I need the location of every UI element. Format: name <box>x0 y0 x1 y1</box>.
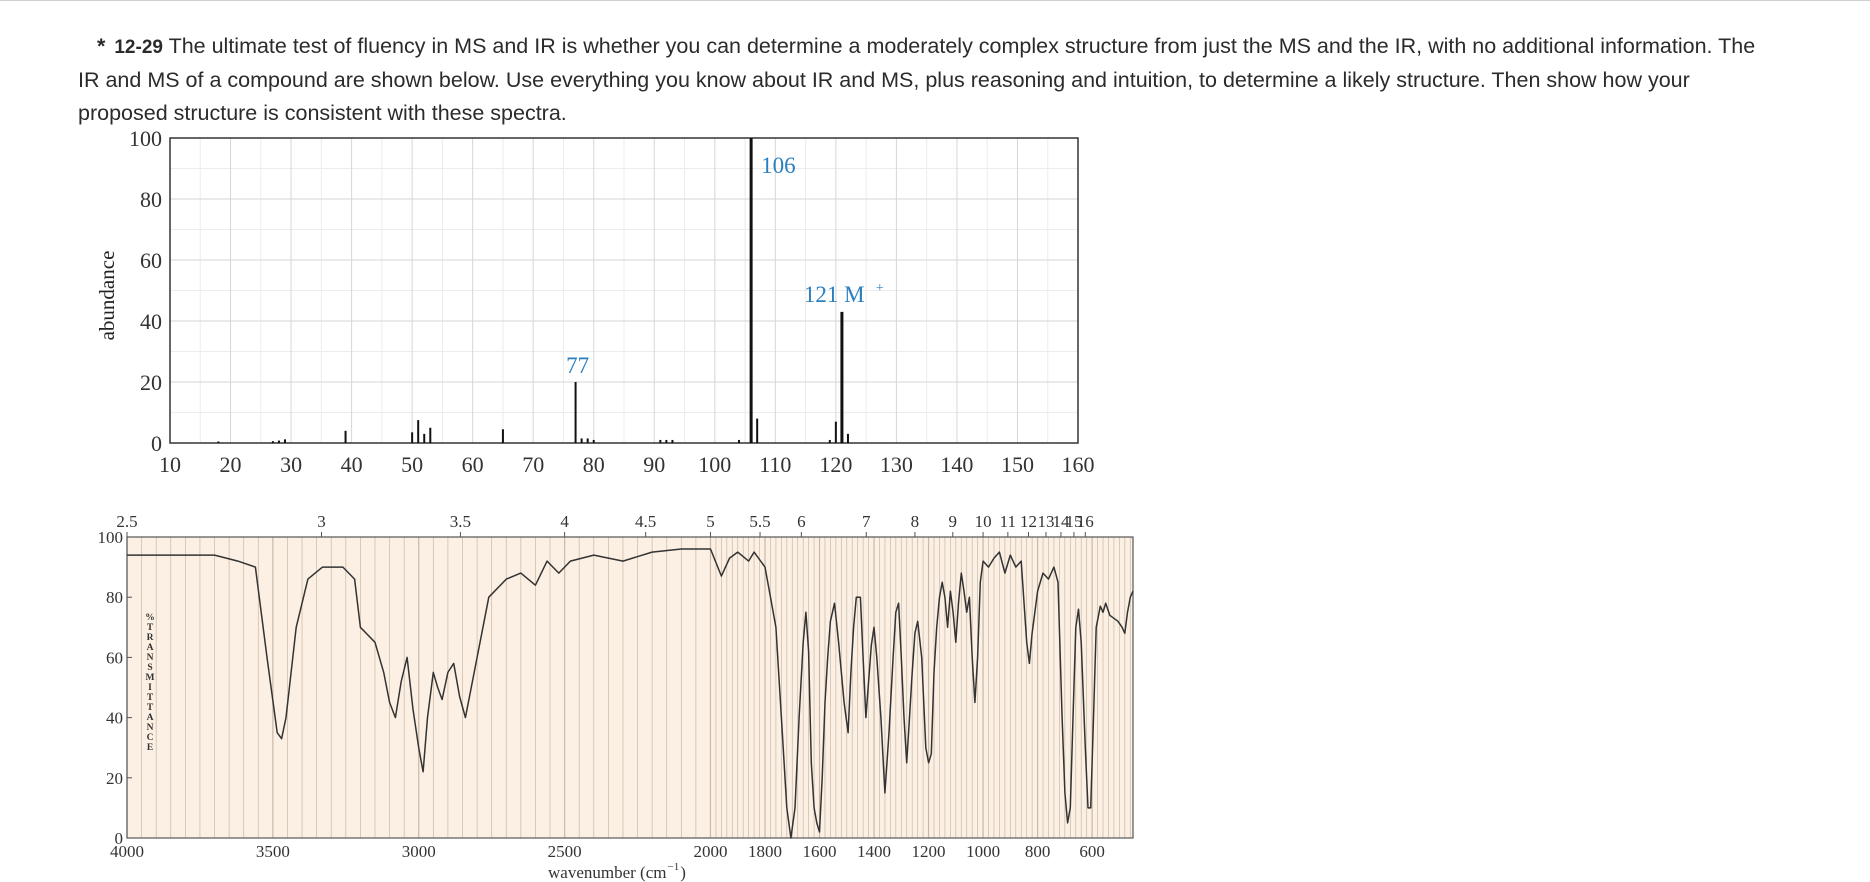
ms-y-tick-label: 0 <box>151 431 162 456</box>
ir-x-axis-label: wavenumber (cm <box>548 863 666 882</box>
ms-x-tick-label: 50 <box>401 452 423 477</box>
ms-x-tick-label: 90 <box>643 452 665 477</box>
ms-y-tick-label: 80 <box>140 187 162 212</box>
ir-micron-tick-label: 4 <box>560 512 569 531</box>
ms-y-tick-label: 40 <box>140 309 162 334</box>
ms-plot-frame <box>169 137 1079 444</box>
ms-x-tick-label: 40 <box>341 452 363 477</box>
ir-wavenumber-tick-label: 1600 <box>803 842 837 861</box>
ms-y-axis-label: abundance <box>95 251 119 341</box>
ms-x-tick-label: 100 <box>698 452 731 477</box>
ms-x-tick-label: 160 <box>1062 452 1095 477</box>
ir-y-tick-label: 100 <box>98 528 124 547</box>
ir-wavenumber-tick-label: 1200 <box>912 842 946 861</box>
ms-x-tick-label: 130 <box>880 452 913 477</box>
ir-micron-tick-label: 13 <box>1037 512 1054 531</box>
ir-micron-tick-label: 15 <box>1065 512 1082 531</box>
ir-micron-tick-label: 4.5 <box>635 512 656 531</box>
ms-x-tick-label: 60 <box>462 452 484 477</box>
starred-marker: * <box>97 34 106 58</box>
ir-y-tick-label: 60 <box>106 648 123 667</box>
ir-micron-tick-label: 5.5 <box>749 512 770 531</box>
ir-y-axis-label: %TRANSMITTANCE <box>145 613 155 753</box>
ms-x-tick-label: 20 <box>220 452 242 477</box>
ir-micron-tick-label: 11 <box>1000 512 1016 531</box>
ms-y-tick-label: 20 <box>140 370 162 395</box>
ir-micron-tick-label: 12 <box>1020 512 1037 531</box>
ms-peak-label: 77 <box>566 353 589 378</box>
ms-peak-label: 106 <box>761 153 796 178</box>
ir-wavenumber-tick-label: 4000 <box>110 842 144 861</box>
ir-wavenumber-tick-label: 1000 <box>966 842 1000 861</box>
ir-plot-background <box>127 537 1133 838</box>
top-divider <box>0 0 1870 1</box>
ir-y-tick-label: 80 <box>106 588 123 607</box>
ms-x-tick-label: 140 <box>940 452 973 477</box>
ms-molecular-ion-charge: + <box>876 281 884 296</box>
ir-micron-tick-label: 2.5 <box>116 512 137 531</box>
problem-text-line2: IR and MS of a compound are shown below.… <box>78 68 1690 92</box>
ir-wavenumber-tick-label: 2000 <box>693 842 727 861</box>
ms-x-tick-label: 120 <box>819 452 852 477</box>
ir-wavenumber-tick-label: 2500 <box>548 842 582 861</box>
ir-transmittance-curve <box>127 548 1134 839</box>
ms-molecular-ion-label: 121 M <box>804 282 865 307</box>
ms-x-tick-label: 110 <box>759 452 791 477</box>
ir-micron-tick-label: 14 <box>1052 512 1070 531</box>
ir-micron-tick-label: 3 <box>317 512 326 531</box>
ir-x-axis-label-exponent: −1 <box>667 861 679 873</box>
ir-micron-tick-label: 7 <box>862 512 871 531</box>
ir-y-tick-label: 40 <box>106 709 123 728</box>
ms-x-tick-label: 10 <box>159 452 181 477</box>
ir-micron-tick-label: 16 <box>1077 512 1094 531</box>
ir-wavenumber-tick-label: 3500 <box>256 842 290 861</box>
ir-plot-frame <box>126 536 1134 839</box>
ms-y-tick-label: 100 <box>129 126 162 151</box>
ms-x-tick-label: 70 <box>522 452 544 477</box>
ir-wavenumber-tick-label: 3000 <box>402 842 436 861</box>
ir-wavenumber-tick-label: 1400 <box>857 842 891 861</box>
problem-text-line1: The ultimate test of fluency in MS and I… <box>168 34 1756 58</box>
mass-spectrum-chart: 10 20 30 40 50 60 70 80 90 100 110 120 130 140 150 160 0… <box>95 126 1095 477</box>
ir-y-tick-label: 20 <box>106 769 123 788</box>
ir-spectrum-chart: 0 20 40 60 80 100 4000 3500 3000 2500 2000 1800 1600… <box>98 512 1134 882</box>
ir-micron-tick-label: 5 <box>706 512 715 531</box>
problem-statement: * 12-29 The ultimate test of fluency in … <box>78 30 1862 130</box>
ir-x-axis-label-close: ) <box>680 863 686 882</box>
ir-wavenumber-tick-label: 600 <box>1079 842 1105 861</box>
ms-x-tick-label: 80 <box>583 452 605 477</box>
problem-text-line3: proposed structure is consistent with th… <box>78 101 567 125</box>
ir-micron-tick-label: 10 <box>975 512 992 531</box>
ir-micron-tick-label: 9 <box>949 512 958 531</box>
ir-micron-tick-label: 6 <box>797 512 806 531</box>
ms-x-tick-label: 150 <box>1001 452 1034 477</box>
ir-wavenumber-tick-label: 1800 <box>748 842 782 861</box>
ir-micron-tick-label: 8 <box>911 512 920 531</box>
problem-number: 12-29 <box>114 37 163 58</box>
ir-wavenumber-tick-label: 800 <box>1025 842 1051 861</box>
ir-y-tick-label: 0 <box>115 829 124 848</box>
ms-x-tick-label: 30 <box>280 452 302 477</box>
ms-y-tick-label: 60 <box>140 248 162 273</box>
ir-micron-tick-label: 3.5 <box>450 512 471 531</box>
